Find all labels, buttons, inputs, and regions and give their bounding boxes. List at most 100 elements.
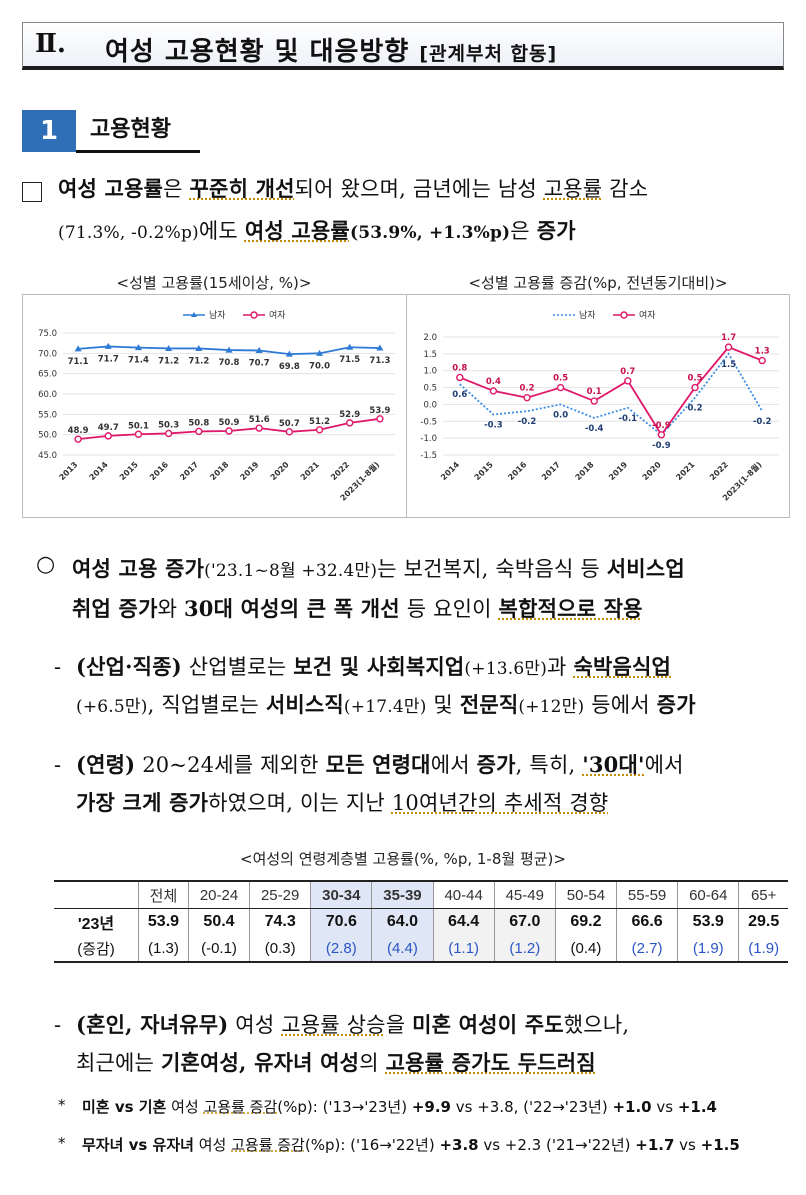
text: 기혼여성, 유자녀 여성 bbox=[160, 1050, 360, 1075]
table-header-cell: 35-39 bbox=[371, 880, 434, 909]
table-row: '23년 53.9 50.4 74.3 70.6 64.0 64.4 67.0 … bbox=[54, 908, 788, 935]
text: ('23.1~8월 +32.4만) bbox=[204, 561, 378, 581]
table-cell: (1.3) bbox=[138, 935, 189, 963]
female-data-point bbox=[590, 397, 598, 405]
text: 은 bbox=[510, 219, 537, 243]
text: 복합적으로 작용 bbox=[498, 596, 643, 621]
female-data-label: 50.1 bbox=[128, 421, 149, 431]
table-cell: 66.6 bbox=[616, 908, 679, 935]
note-star: * bbox=[58, 1096, 66, 1114]
y-tick-label: 0.5 bbox=[423, 384, 437, 394]
male-series-line bbox=[459, 352, 763, 437]
para1-line2: 취업 증가와 30대 여성의 큰 폭 개선 등 요인이 복합적으로 작용 bbox=[72, 590, 792, 628]
male-data-point bbox=[165, 344, 173, 351]
text: 고용률 증감 bbox=[203, 1098, 278, 1116]
y-tick-label: -1.0 bbox=[420, 434, 437, 444]
female-data-point bbox=[74, 435, 82, 443]
x-tick-label: 2020 bbox=[641, 460, 663, 482]
legend-male-label: 남자 bbox=[579, 310, 596, 321]
text: 취업 증가 bbox=[72, 596, 158, 621]
table-cell: 29.5 bbox=[738, 908, 788, 935]
main-point-line2: (71.3%, -0.2%p)에도 여성 고용률(53.9%, +1.3%p)은… bbox=[58, 212, 788, 252]
para4-line1: (혼인, 자녀유무) 여성 고용률 상승을 미혼 여성이 주도했으나, bbox=[76, 1006, 792, 1044]
table-cell: 74.3 bbox=[249, 908, 312, 935]
dash-bullet: - bbox=[54, 1013, 62, 1037]
x-tick-label: 2017 bbox=[178, 460, 200, 482]
female-data-label: 50.9 bbox=[219, 418, 240, 428]
text: 최근에는 bbox=[76, 1051, 161, 1075]
text: 여성 bbox=[193, 1136, 232, 1154]
male-data-label: 70.7 bbox=[249, 358, 270, 368]
table-header-cell: 30-34 bbox=[310, 880, 373, 909]
text: (+17.4만) bbox=[343, 697, 427, 717]
male-data-label: -0.4 bbox=[585, 424, 604, 434]
table-cell: (1.1) bbox=[432, 935, 495, 963]
text: 하였으며, 이는 지난 bbox=[208, 791, 392, 815]
y-tick-label: 70.0 bbox=[38, 349, 57, 359]
table-cell: 69.2 bbox=[554, 908, 618, 935]
table-header-cell: 전체 bbox=[138, 880, 189, 909]
text: 여성 bbox=[228, 1013, 282, 1037]
text: 되어 왔으며, 금년에는 남성 bbox=[294, 177, 544, 201]
text: 등 요인이 bbox=[399, 597, 499, 621]
text: 산업별로는 bbox=[181, 655, 294, 679]
x-tick-label: 2020 bbox=[269, 460, 291, 482]
text: (53.9%, +1.3%p) bbox=[349, 223, 511, 243]
female-data-label: 51.2 bbox=[309, 417, 330, 427]
female-data-point bbox=[456, 373, 464, 382]
table-header-cell: 25-29 bbox=[249, 880, 312, 909]
text: 의 bbox=[359, 1051, 386, 1075]
x-tick-label: 2013 bbox=[57, 460, 79, 482]
text: 증가 bbox=[656, 692, 696, 717]
para3-line1: (연령) 20~24세를 제외한 모든 연령대에서 증가, 특히, '30대'에… bbox=[76, 746, 792, 784]
male-data-label: -0.1 bbox=[619, 414, 638, 424]
female-data-point bbox=[758, 356, 766, 365]
table-cell: 70.6 bbox=[310, 908, 373, 935]
y-tick-label: 75.0 bbox=[38, 329, 57, 339]
male-data-label: 71.2 bbox=[188, 356, 209, 366]
male-data-point bbox=[195, 344, 203, 351]
chart2-caption: <성별 고용률 증감(%p, 전년동기대비)> bbox=[468, 274, 728, 292]
table-cell: (1.9) bbox=[738, 935, 788, 963]
text: (연령) bbox=[76, 752, 136, 777]
para2-line2: (+6.5만), 직업별로는 서비스직(+17.4만) 및 전문직(+12만) … bbox=[76, 686, 792, 726]
table-cell: 67.0 bbox=[493, 908, 556, 935]
text: +1.5 bbox=[700, 1136, 740, 1154]
text: 여성 bbox=[166, 1098, 204, 1116]
para2-line1: (산업·직종) 산업별로는 보건 및 사회복지업(+13.6만)과 숙박음식업 bbox=[76, 648, 792, 688]
table-header-cell: 20-24 bbox=[187, 880, 251, 909]
y-tick-label: 0.0 bbox=[423, 400, 437, 410]
female-data-label: 0.1 bbox=[587, 387, 602, 397]
text: 무자녀 vs 유자녀 bbox=[82, 1136, 194, 1154]
table-caption: <여성의 연령계층별 고용률(%, %p, 1-8월 평균)> bbox=[240, 850, 566, 868]
female-data-label: 0.4 bbox=[486, 377, 501, 387]
male-data-point bbox=[376, 344, 384, 351]
female-data-label: 0.5 bbox=[553, 374, 568, 384]
male-data-label: 70.8 bbox=[219, 358, 240, 368]
table-cell: (1.2) bbox=[493, 935, 556, 963]
legend-female-label: 여자 bbox=[269, 309, 286, 321]
y-tick-label: 1.5 bbox=[423, 350, 437, 360]
female-data-point bbox=[376, 415, 384, 423]
table-row: (증감) (1.3) (-0.1) (0.3) (2.8) (4.4) (1.1… bbox=[54, 935, 788, 963]
table-header-cell bbox=[54, 880, 139, 909]
female-data-label: 1.3 bbox=[755, 347, 770, 357]
text: (산업·직종) bbox=[76, 654, 182, 679]
section-header: Ⅱ. 여성 고용현황 및 대응방향 [관계부처 합동] bbox=[22, 22, 784, 70]
text: 등에서 bbox=[584, 693, 657, 717]
text: 여성 고용 증가 bbox=[72, 556, 205, 581]
section-title-text: 여성 고용현황 및 대응방향 bbox=[105, 37, 410, 67]
chart1-container: 75.0 70.0 65.0 60.0 55.0 50.0 45.0 2013 2014 2015… bbox=[22, 294, 408, 518]
text: (+12만) bbox=[518, 697, 585, 717]
table-cell: 64.4 bbox=[432, 908, 495, 935]
y-tick-label: 2.0 bbox=[423, 333, 437, 343]
dash-bullet: - bbox=[54, 753, 62, 777]
x-tick-label: 2015 bbox=[118, 460, 140, 482]
text: (71.3%, -0.2%p) bbox=[58, 223, 199, 243]
text: 10여년간의 추세적 경향 bbox=[391, 791, 609, 815]
text: +1.4 bbox=[677, 1098, 717, 1116]
text: vs +3.8, ('22→'23년) bbox=[450, 1098, 613, 1116]
x-tick-label: 2019 bbox=[607, 460, 629, 482]
note-star: * bbox=[58, 1134, 66, 1152]
